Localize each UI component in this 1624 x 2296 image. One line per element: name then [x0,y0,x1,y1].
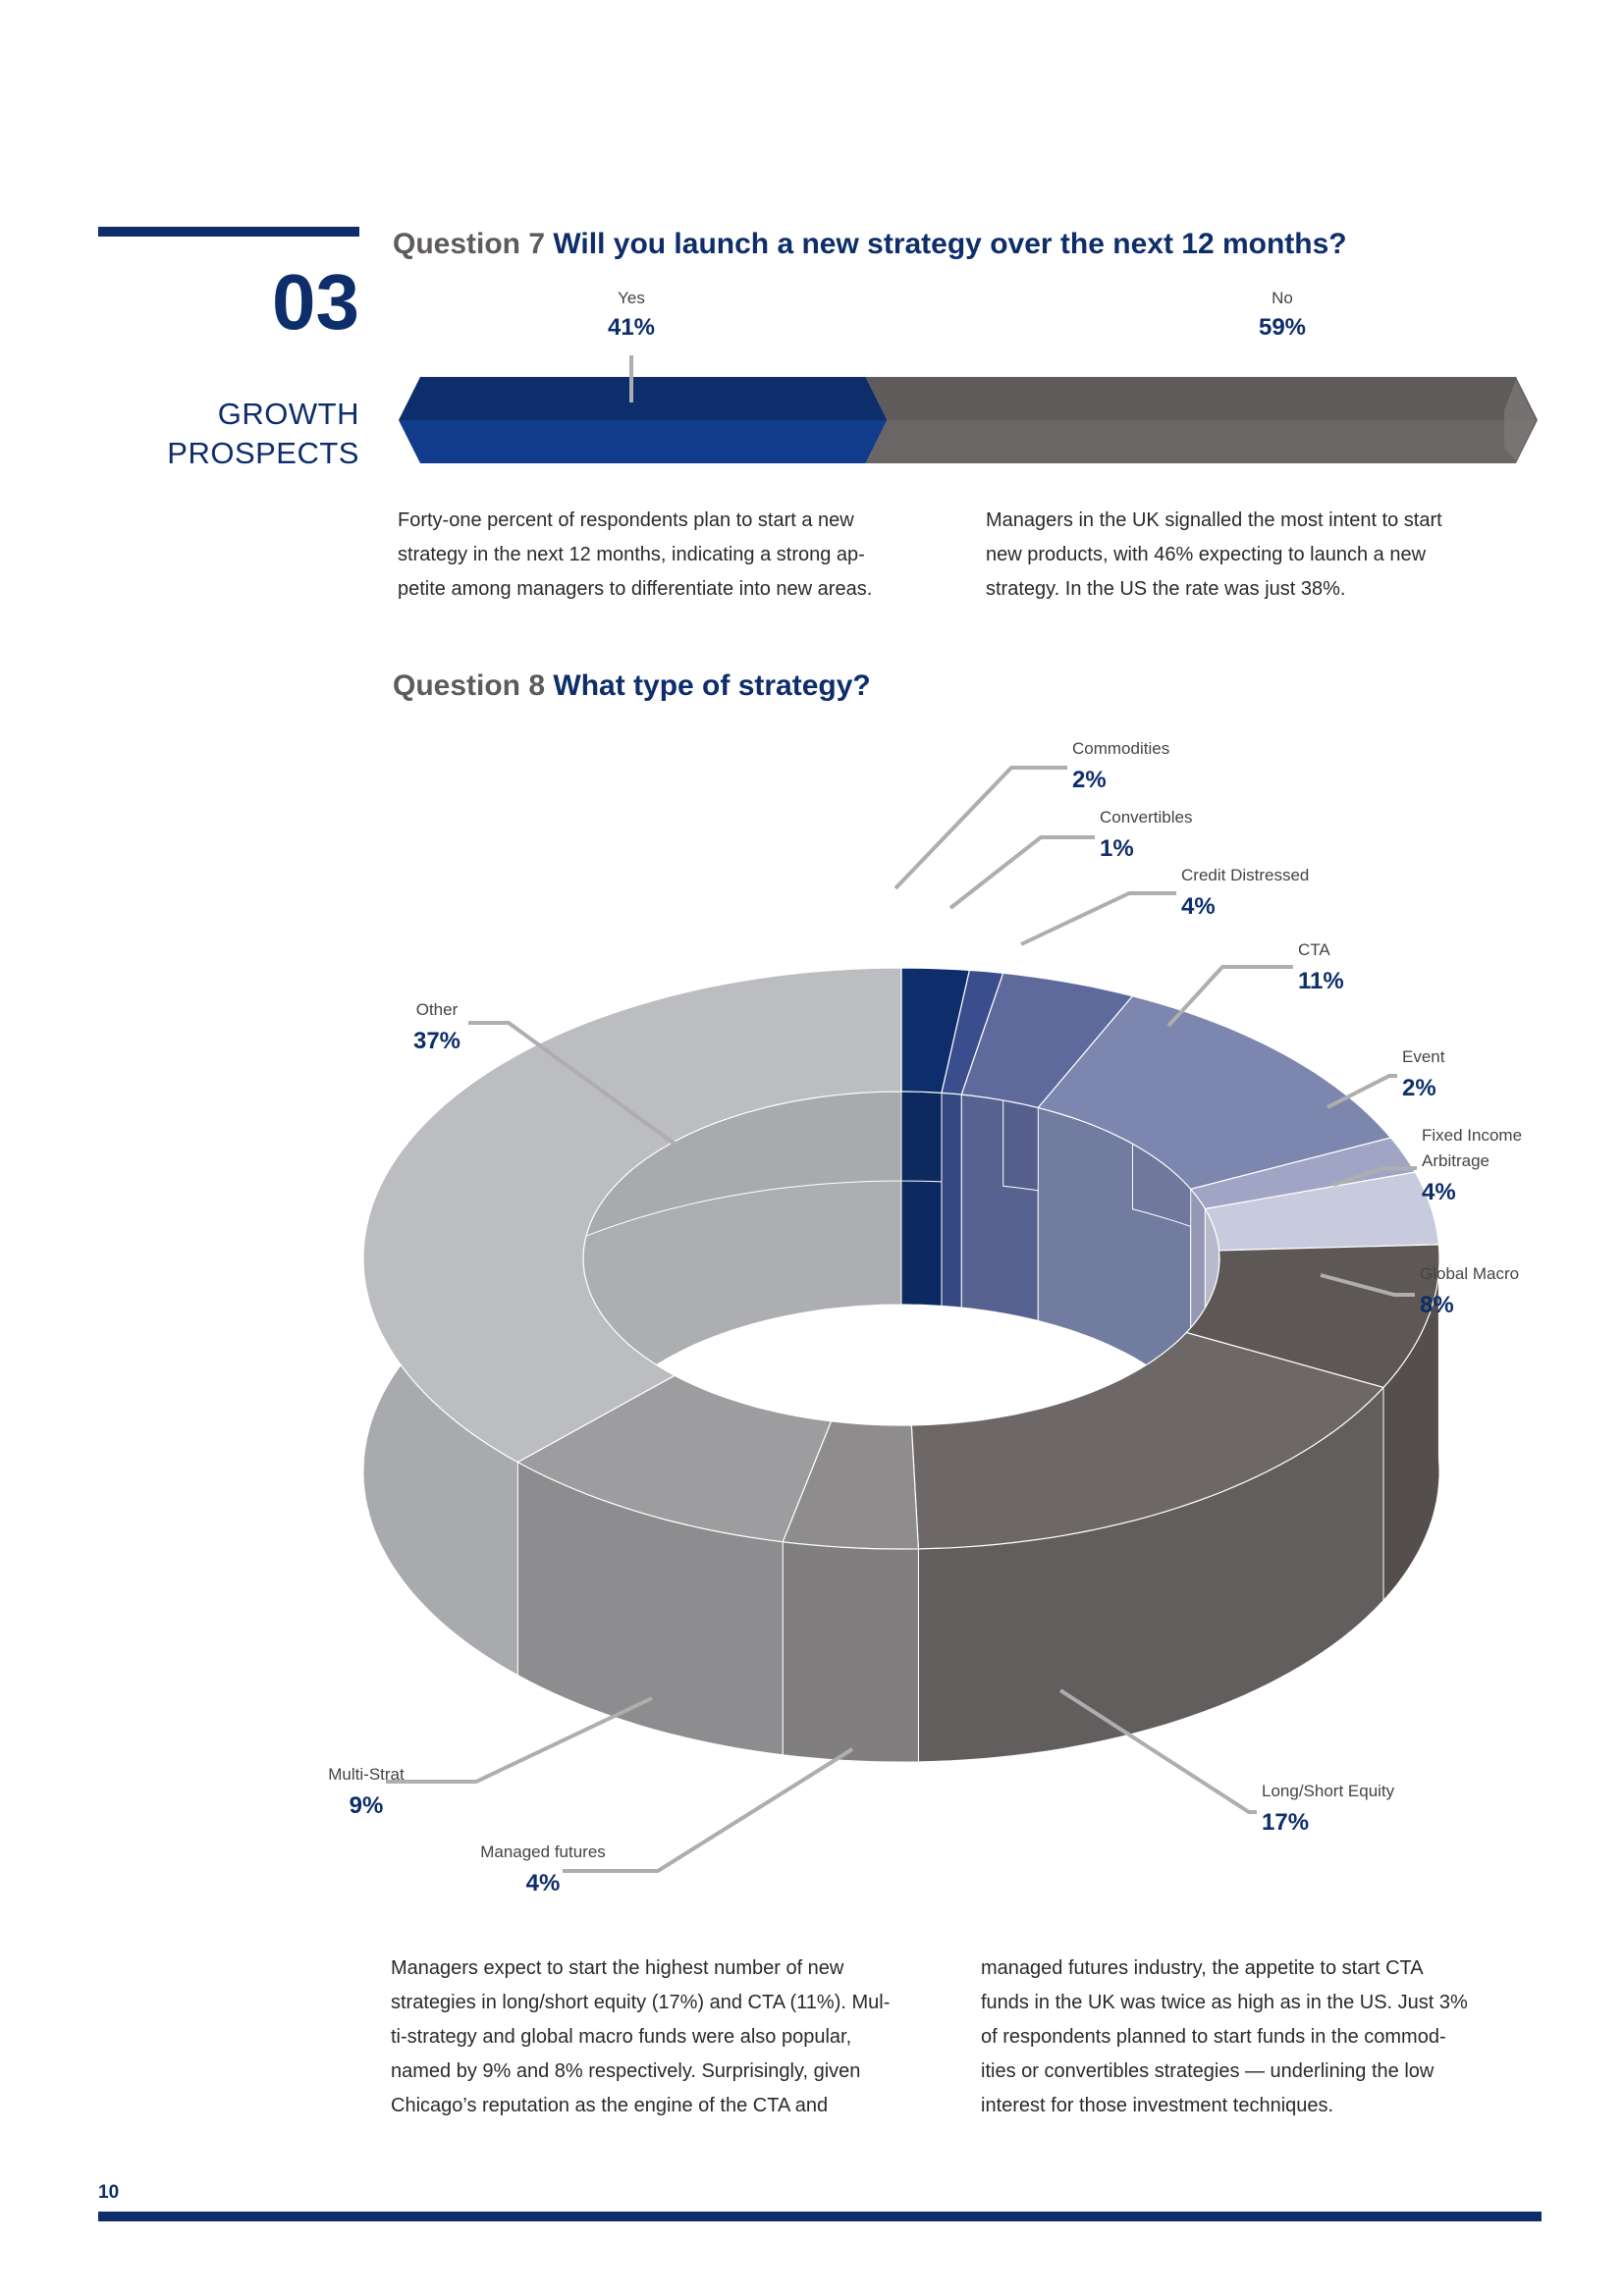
leader-line [1326,1074,1397,1109]
leader-line [1320,1273,1415,1297]
text-line: funds in the UK was twice as high as in … [981,1992,1468,2013]
donut-label-long-short-equity: Long/Short Equity 17% [1058,1688,1395,1836]
page-rule-bottom [98,2212,1542,2221]
bar-category-no: No [1272,289,1293,307]
question-7-heading: Question 7 Will you launch a new strateg… [393,228,1347,261]
strategy-donut-chart [362,967,1440,1763]
donut-label-value: 11% [1298,968,1344,994]
question-8-heading: Question 8 What type of strategy? [393,669,871,703]
leader-line [1166,965,1293,1028]
donut-label-name: Commodities [1072,739,1169,758]
donut-label-fixed-income-arbitrage: Fixed Income Arbitrage 4% [1332,1126,1522,1205]
bar-label-yes: Yes 41% [553,289,710,342]
q8-paragraph-right: managed futures industry, the appetite t… [981,1951,1560,2123]
donut-slice-multi-strat [516,1374,833,1756]
text-line: interest for those investment techniques… [981,2095,1334,2116]
donut-label-value: 2% [1402,1075,1436,1101]
text-line: Managers expect to start the highest num… [391,1957,844,1979]
donut-label-other: Other 37% [413,1000,677,1147]
text-line: of respondents planned to start funds in… [981,2026,1446,2048]
donut-label-name: Convertibles [1100,808,1193,827]
section-number: 03 [272,258,359,346]
donut-label-commodities: Commodities 2% [893,739,1169,890]
donut-label-cta: CTA 11% [1166,940,1344,1028]
donut-slice-long-short-equity [910,1331,1385,1763]
bar-segment-no [865,377,1538,463]
donut-label-value: 4% [526,1870,561,1896]
bar-label-no: No 59% [1204,289,1361,342]
text-line: ti-strategy and global macro funds were … [391,2026,852,2048]
section-title: GROWTH PROSPECTS [98,395,359,473]
leader-line [386,1696,653,1784]
bar-category-yes: Yes [618,289,645,307]
donut-label-name: Other [416,1000,459,1019]
text-line: Managers in the UK signalled the most in… [986,509,1442,531]
donut-label-value: 9% [350,1792,384,1819]
donut-label-name: Multi-Strat [328,1765,405,1784]
page-number: 10 [98,2182,120,2203]
text-line: managed futures industry, the appetite t… [981,1957,1424,1979]
donut-label-value: 1% [1100,835,1134,862]
yes-no-bar-chart [399,355,1538,463]
text-line: ities or convertibles strategies — under… [981,2060,1435,2082]
question-8-text: What type of strategy? [553,669,871,702]
donut-label-convertibles: Convertibles 1% [948,808,1193,910]
donut-label-name: Event [1402,1047,1445,1066]
text-line: strategies in long/short equity (17%) an… [391,1992,891,2013]
text-line: Forty-one percent of respondents plan to… [398,509,854,531]
section-rule-top [98,227,359,237]
strategy-donut-labels: Commodities 2% Convertibles 1% Credit Distre… [328,739,1522,1896]
text-line: strategy in the next 12 months, indicati… [398,544,865,565]
q7-paragraph-left: Forty-one percent of respondents plan to… [398,504,967,607]
donut-label-name: Global Macro [1420,1264,1519,1283]
leader-line [948,835,1095,910]
donut-label-name: CTA [1298,940,1330,959]
donut-slice-managed-futures [782,1420,920,1763]
donut-label-multi-strat: Multi-Strat 9% [328,1696,653,1819]
question-7-text: Will you launch a new strategy over the … [553,228,1347,260]
text-line: new products, with 46% expecting to laun… [986,544,1427,565]
leader-line [1332,1166,1417,1187]
donut-label-value: 2% [1072,767,1107,793]
donut-label-event: Event 2% [1326,1047,1445,1109]
bar-segment-yes [399,377,888,463]
leader-line [893,766,1067,890]
donut-label-global-macro: Global Macro 8% [1320,1264,1519,1318]
bar-value-yes: 41% [607,314,656,341]
text-line: named by 9% and 8% respectively. Surpris… [391,2060,861,2082]
leader-line [563,1747,854,1873]
text-line: Chicago’s reputation as the engine of th… [391,2095,829,2116]
text-line: petite among managers to differentiate i… [398,578,873,600]
text-line: strategy. In the US the rate was just 38… [986,578,1346,600]
donut-label-name: Arbitrage [1422,1151,1489,1170]
donut-label-credit-distressed: Credit Distressed 4% [1020,866,1309,946]
bar-value-no: 59% [1258,314,1307,341]
question-7-number: Question 7 [393,228,546,260]
donut-label-name: Credit Distressed [1181,866,1309,884]
donut-label-value: 4% [1181,893,1216,920]
leader-line [468,1021,677,1147]
donut-label-managed-futures: Managed futures 4% [480,1747,854,1896]
donut-label-value: 8% [1420,1292,1454,1318]
donut-label-name: Long/Short Equity [1262,1782,1395,1800]
q8-paragraph-left: Managers expect to start the highest num… [391,1951,970,2123]
donut-label-value: 4% [1422,1179,1456,1205]
leader-line [1058,1688,1257,1814]
section-title-line2: PROSPECTS [167,436,359,470]
donut-label-name: Managed futures [480,1842,606,1861]
question-8-number: Question 8 [393,669,546,702]
leader-line [1020,891,1176,946]
donut-label-value: 17% [1262,1809,1309,1836]
donut-label-value: 37% [413,1028,460,1054]
donut-label-name: Fixed Income [1422,1126,1522,1145]
q7-paragraph-right: Managers in the UK signalled the most in… [986,504,1555,607]
section-title-line1: GROWTH [217,397,359,431]
